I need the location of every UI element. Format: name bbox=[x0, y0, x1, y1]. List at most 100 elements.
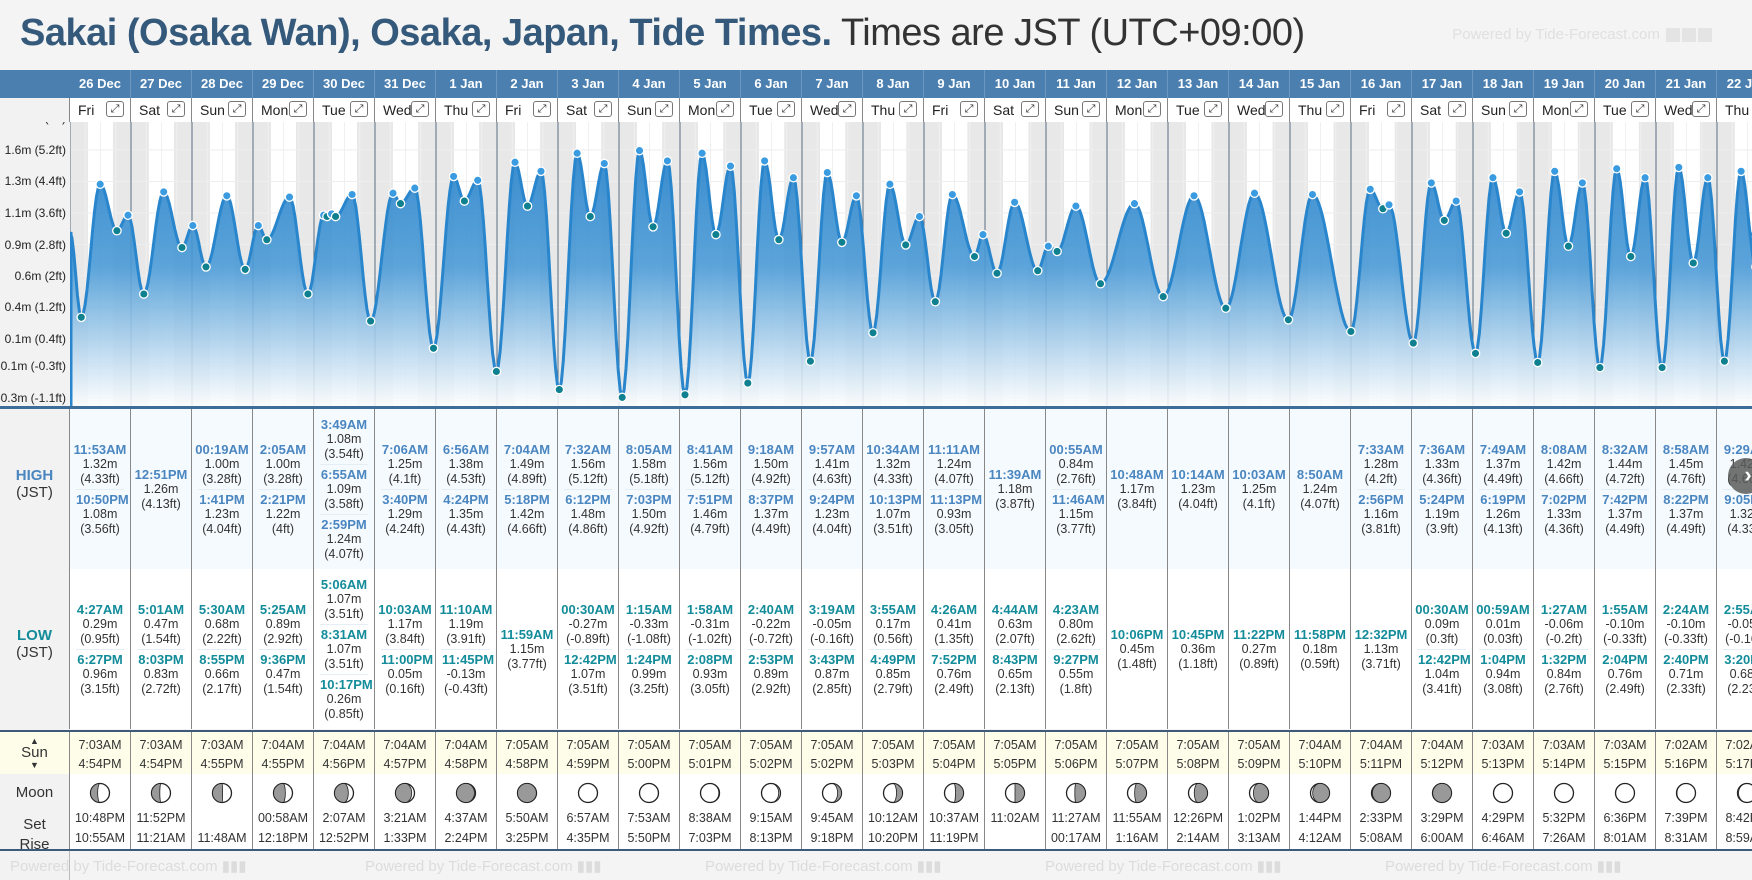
high-tide-time: 6:55AM bbox=[320, 466, 368, 482]
high-tide-event: 00:55AM 0.84m (2.76ft) bbox=[1046, 440, 1106, 489]
sunset-time: 5:13PM bbox=[1481, 757, 1525, 771]
high-tide-point bbox=[851, 190, 862, 201]
high-tide-event: 5:18PM 1.42m (4.66ft) bbox=[503, 488, 551, 539]
expand-day-button[interactable]: ⤢ bbox=[472, 101, 490, 117]
y-axis-tick-label: 1.8m (6ft) bbox=[15, 122, 66, 125]
moonrise-time: 4:12AM bbox=[1298, 831, 1342, 845]
sun-cell: 7:05AM 5:03PM bbox=[863, 732, 924, 774]
low-tide-height-m: 0.89m bbox=[753, 666, 789, 681]
expand-day-button[interactable]: ⤢ bbox=[1570, 101, 1588, 117]
expand-day-button[interactable]: ⤢ bbox=[716, 101, 734, 117]
expand-day-button[interactable]: ⤢ bbox=[1631, 101, 1649, 117]
moon-phase-icon bbox=[1065, 782, 1087, 804]
high-tide-height-ft: (4.43ft) bbox=[446, 521, 486, 536]
title-bar: Sakai (Osaka Wan), Osaka, Japan, Tide Ti… bbox=[0, 0, 1752, 70]
low-tide-height-ft: (2.76ft) bbox=[1544, 681, 1584, 696]
high-tide-time: 6:19PM bbox=[1480, 491, 1526, 507]
expand-day-button[interactable]: ⤢ bbox=[594, 101, 612, 117]
day-of-week-label: Wed bbox=[1664, 102, 1693, 118]
sunrise-time: 7:04AM bbox=[322, 738, 366, 752]
low-tide-height-m: 0.89m bbox=[265, 616, 301, 631]
low-tide-height-m: 0.63m bbox=[997, 616, 1033, 631]
high-tide-height-m: 1.24m bbox=[936, 456, 972, 471]
low-tide-event: 11:45PM -0.13m (-0.43ft) bbox=[442, 648, 494, 699]
low-tide-event: 4:44AM 0.63m (2.07ft) bbox=[985, 600, 1045, 649]
moonrise-time: 12:18PM bbox=[257, 831, 309, 845]
high-tide-height-m: 1.38m bbox=[448, 456, 484, 471]
expand-day-button[interactable]: ⤢ bbox=[1143, 101, 1161, 117]
high-tide-height-m: 1.50m bbox=[631, 506, 667, 521]
expand-day-button[interactable]: ⤢ bbox=[289, 101, 307, 117]
expand-day-button[interactable]: ⤢ bbox=[1692, 101, 1710, 117]
expand-day-button[interactable]: ⤢ bbox=[1326, 101, 1344, 117]
low-tide-time: 5:06AM bbox=[320, 576, 368, 592]
day-of-week-label: Wed bbox=[810, 102, 839, 118]
expand-day-button[interactable]: ⤢ bbox=[960, 101, 978, 117]
moon-phase-icon bbox=[1187, 782, 1209, 804]
high-tide-cell: 10:34AM 1.32m (4.33ft) 10:13PM 1.07m (3.51ft) bbox=[863, 409, 924, 569]
expand-day-button[interactable]: ⤢ bbox=[1387, 101, 1405, 117]
high-tide-event: 10:48AM 1.17m (3.84ft) bbox=[1107, 465, 1167, 514]
expand-day-button[interactable]: ⤢ bbox=[411, 101, 429, 117]
low-tide-event: 8:55PM 0.66m (2.17ft) bbox=[198, 648, 246, 699]
high-tide-time: 7:33AM bbox=[1357, 441, 1405, 457]
low-tide-event: 3:20PM0.68m(2.23ft) bbox=[1723, 648, 1752, 699]
expand-day-button[interactable]: ⤢ bbox=[655, 101, 673, 117]
expand-day-button[interactable]: ⤢ bbox=[899, 101, 917, 117]
high-tide-cell: 11:11AM 1.24m (4.07ft) 11:13PM 0.93m (3.05ft) bbox=[924, 409, 985, 569]
high-tide-height-m: 1.50m bbox=[753, 456, 789, 471]
high-tide-height-ft: (4.04ft) bbox=[1178, 496, 1218, 511]
expand-day-button[interactable]: ⤢ bbox=[838, 101, 856, 117]
next-page-button[interactable]: › bbox=[1728, 458, 1752, 494]
day-of-week-label: Tue bbox=[1176, 102, 1200, 118]
low-tide-cell: 11:58PM 0.18m (0.59ft) bbox=[1290, 569, 1351, 729]
low-tide-height-ft: (0.85ft) bbox=[324, 706, 364, 721]
moon-phase-icon bbox=[821, 782, 843, 804]
expand-day-button[interactable]: ⤢ bbox=[1265, 101, 1283, 117]
chart-bottom-border bbox=[0, 406, 1752, 409]
moon-cell: 8:38AM 7:03PM bbox=[680, 774, 741, 849]
expand-day-button[interactable]: ⤢ bbox=[1082, 101, 1100, 117]
expand-day-button[interactable]: ⤢ bbox=[1204, 101, 1222, 117]
expand-day-button[interactable]: ⤢ bbox=[350, 101, 368, 117]
expand-day-button[interactable]: ⤢ bbox=[167, 101, 185, 117]
low-tide-height-m: 0.83m bbox=[143, 666, 179, 681]
high-tide-point bbox=[572, 148, 582, 159]
day-of-week-cell: Wed ⤢ bbox=[1656, 98, 1717, 122]
high-tide-point bbox=[978, 229, 988, 240]
expand-day-button[interactable]: ⤢ bbox=[777, 101, 795, 117]
expand-day-button[interactable]: ⤢ bbox=[533, 101, 551, 117]
expand-day-button[interactable]: ⤢ bbox=[1448, 101, 1466, 117]
expand-day-button[interactable]: ⤢ bbox=[106, 101, 124, 117]
high-tide-time: 9:05PM bbox=[1724, 491, 1752, 507]
low-tide-time: 7:52PM bbox=[931, 651, 977, 667]
moon-phase-icon bbox=[455, 782, 477, 804]
moonrise-time: 1:16AM bbox=[1115, 831, 1159, 845]
sunset-time: 5:02PM bbox=[749, 757, 793, 771]
low-tide-event: 4:26AM 0.41m (1.35ft) bbox=[924, 600, 984, 649]
expand-day-button[interactable]: ⤢ bbox=[228, 101, 246, 117]
moon-cell: 9:45AM 9:18PM bbox=[802, 774, 863, 849]
low-tide-height-m: 0.45m bbox=[1119, 641, 1155, 656]
low-tide-height-ft: (3.77ft) bbox=[507, 656, 547, 671]
low-tide-point bbox=[177, 242, 187, 253]
high-tide-event: 6:19PM 1.26m (4.13ft) bbox=[1479, 488, 1527, 539]
low-tide-point bbox=[201, 262, 211, 272]
low-tide-height-m: -0.05m bbox=[1727, 616, 1752, 631]
moonset-time: 3:21AM bbox=[383, 811, 427, 825]
high-tide-cell: 7:32AM 1.56m (5.12ft) 6:12PM 1.48m (4.86ft) bbox=[558, 409, 619, 569]
high-tide-point bbox=[1365, 184, 1376, 195]
low-tide-cell: 3:55AM 0.17m (0.56ft) 4:49PM 0.85m (2.79ft) bbox=[863, 569, 924, 729]
low-tide-height-ft: (1.18ft) bbox=[1178, 656, 1218, 671]
expand-day-button[interactable]: ⤢ bbox=[1021, 101, 1039, 117]
high-tide-cell: 11:39AM 1.18m (3.87ft) bbox=[985, 409, 1046, 569]
low-tide-cell: 00:30AM 0.09m (0.3ft) 12:42PM 1.04m (3.41ft) bbox=[1412, 569, 1473, 729]
sunrise-time: 7:03AM bbox=[139, 738, 183, 752]
low-tide-event: 1:58AM -0.31m (-1.02ft) bbox=[680, 600, 740, 649]
low-tide-point bbox=[395, 198, 406, 209]
sunrise-time: 7:05AM bbox=[871, 738, 915, 752]
low-tide-point bbox=[711, 229, 721, 240]
powered-by-text: Powered by Tide-Forecast.com bbox=[1045, 858, 1253, 875]
expand-day-button[interactable]: ⤢ bbox=[1509, 101, 1527, 117]
high-tide-height-m: 1.28m bbox=[1363, 456, 1399, 471]
